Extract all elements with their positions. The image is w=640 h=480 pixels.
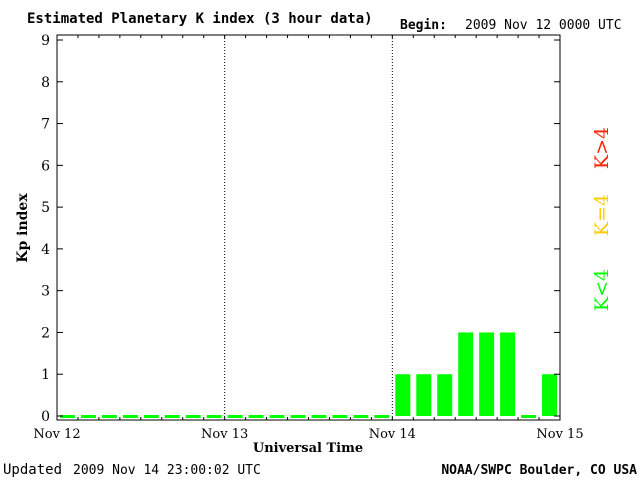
y-tick-label: 3: [41, 284, 50, 300]
kp-bar: [227, 415, 243, 418]
kp-bar: [332, 415, 348, 418]
kp-bar: [290, 415, 306, 418]
kp-bar: [122, 415, 138, 418]
kp-bar: [458, 332, 474, 416]
legend-k-equal-4: K=4: [591, 194, 613, 236]
credit-text: NOAA/SWPC Boulder, CO USA: [441, 463, 637, 478]
begin-label: Begin:: [400, 18, 447, 33]
updated-label: Updated: [3, 462, 62, 478]
legend-k-less-4: K<4: [591, 269, 613, 311]
kp-bar: [206, 415, 222, 418]
y-axis-label: Kp index: [15, 193, 31, 263]
y-tick-label: 2: [41, 325, 50, 341]
x-tick-label: Nov 13: [201, 427, 248, 442]
y-tick-label: 9: [41, 33, 50, 49]
x-tick-label: Nov 15: [536, 427, 583, 442]
y-tick-label: 8: [41, 75, 50, 91]
x-axis-ticks: Nov 12 Nov 13 Nov 14 Nov 15: [33, 35, 584, 442]
y-tick-label: 4: [41, 242, 50, 258]
kp-bar: [521, 415, 537, 418]
kp-bar: [353, 415, 369, 418]
x-axis-label: Universal Time: [253, 441, 363, 456]
kp-bar: [479, 332, 495, 416]
kp-bar: [500, 332, 516, 416]
kp-bar: [269, 415, 285, 418]
legend-k-greater-4: K>4: [591, 127, 613, 169]
y-tick-label: 6: [41, 158, 50, 174]
kp-bar: [164, 415, 180, 418]
y-axis-ticks: 0 1 2 3 4 5 6 7 8 9: [41, 33, 560, 425]
y-tick-label: 1: [41, 367, 50, 383]
y-tick-label: 0: [41, 409, 50, 425]
updated-value: 2009 Nov 14 23:00:02 UTC: [73, 463, 261, 478]
kp-bar: [248, 415, 264, 418]
kp-bar: [185, 415, 201, 418]
bars-group: [60, 332, 557, 418]
y-tick-label: 7: [41, 117, 50, 133]
chart-title: Estimated Planetary K index (3 hour data…: [27, 11, 373, 27]
kp-bar: [101, 415, 117, 418]
day-gridlines: [224, 35, 393, 420]
kp-bar: [60, 415, 75, 418]
kp-bar: [374, 415, 390, 418]
begin-value: 2009 Nov 12 0000 UTC: [465, 18, 622, 33]
kp-bar: [311, 415, 327, 418]
kp-bar: [143, 415, 159, 418]
x-tick-label: Nov 14: [369, 427, 416, 442]
kp-bar: [542, 374, 557, 416]
kp-bar: [437, 374, 453, 416]
x-tick-label: Nov 12: [33, 427, 80, 442]
kp-bar: [395, 374, 411, 416]
kp-bar: [416, 374, 432, 416]
kp-bar: [80, 415, 96, 418]
y-tick-label: 5: [41, 200, 50, 216]
